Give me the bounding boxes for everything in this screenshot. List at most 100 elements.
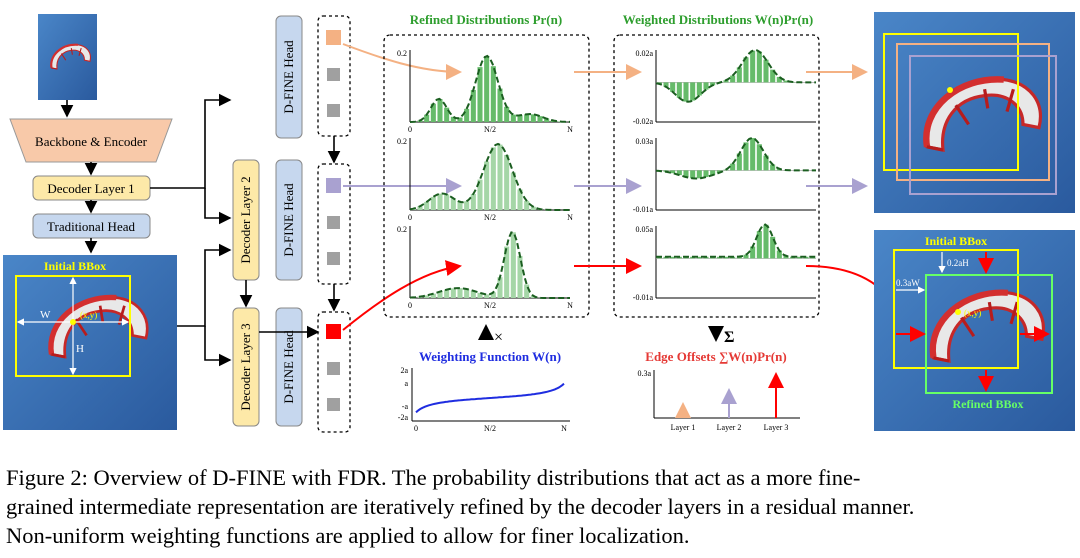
dist-bar: [703, 170, 709, 178]
dist-bar: [763, 155, 769, 171]
dist-curve: [655, 48, 816, 103]
wf-xtick-0: 0: [414, 424, 418, 433]
decoder-layer-2: Decoder Layer 2: [232, 159, 260, 281]
y-tick-bottom: -0.02a: [633, 117, 654, 126]
dist-bar: [504, 154, 510, 210]
layer2-label: Layer 2: [717, 423, 742, 432]
x-tick: N/2: [484, 213, 496, 222]
dist-bar: [756, 144, 762, 171]
x-tick: 0: [408, 301, 412, 310]
dist-bar: [770, 164, 776, 171]
weighting-function-chart: 2a a -a -2a 0 N/2 N: [398, 366, 570, 433]
dist-bar: [430, 196, 436, 210]
dist-bar: [477, 179, 483, 210]
iterative-output-image: [874, 12, 1075, 213]
dist-bar: [690, 170, 696, 179]
x-tick: N/2: [484, 125, 496, 134]
y-tick-top: 0.02a: [635, 49, 653, 58]
chart-row-3: 0.05a -0.01a: [633, 223, 816, 302]
caption-line-3: Non-uniform weighting functions are appl…: [6, 523, 690, 548]
token-column-3: [317, 311, 351, 433]
dist-bar: [736, 67, 742, 83]
weighted-distribution-charts: 0.02a -0.02a 0.03a -0.01a 0.05a -0.01a: [633, 48, 816, 302]
dist-bar: [710, 170, 716, 176]
dist-bar: [730, 75, 736, 83]
dfine-head-2: D-FINE Head: [275, 159, 303, 281]
dfine-head-3-label: D-FINE Head: [281, 330, 296, 404]
dw-label: 0.3aW: [896, 278, 920, 288]
dist-bar: [430, 103, 436, 122]
dist-bar: [444, 107, 450, 122]
wf-xtick-n: N: [561, 424, 567, 433]
dist-bar: [670, 82, 676, 92]
dist-bar: [490, 292, 496, 298]
dist-bar: [796, 256, 802, 259]
dist-bar: [450, 288, 456, 298]
dist-bar: [464, 108, 470, 122]
dist-bar: [750, 50, 756, 83]
dist-bar: [716, 170, 722, 173]
dist-bar: [477, 67, 483, 122]
dist-bar: [470, 193, 476, 210]
dist-bar: [437, 193, 443, 210]
x-tick: N/2: [484, 301, 496, 310]
figure-caption: Figure 2: Overview of D-FINE with FDR. T…: [6, 463, 1074, 550]
dist-bar: [743, 57, 749, 83]
dist-bar: [437, 291, 443, 298]
layer3-label: Layer 3: [764, 423, 789, 432]
dist-bar: [537, 116, 543, 122]
dist-bar: [723, 256, 729, 259]
dfine-head-1: D-FINE Head: [275, 15, 303, 139]
weighted-panel-frame: [613, 34, 820, 318]
dfine-head-1-label: D-FINE Head: [281, 40, 296, 114]
wf-ytick-a: a: [404, 379, 408, 388]
chart-row-3: 0.2 0 N/2 N: [397, 225, 573, 310]
output-refined-bbox-label: Refined BBox: [952, 397, 1023, 411]
refined-panel-frame: [383, 34, 590, 318]
dfine-head-3: D-FINE Head: [275, 307, 303, 427]
dist-bar: [457, 201, 463, 210]
y-tick-top: 0.05a: [635, 225, 653, 234]
dist-bar: [444, 289, 450, 298]
dist-bar: [763, 59, 769, 83]
dist-bar: [497, 144, 503, 210]
initial-bbox-image: Initial BBox W H (x,y): [3, 255, 177, 430]
dist-bar: [776, 250, 782, 259]
decoder-layer-2-label: Decoder Layer 2: [238, 176, 253, 263]
dist-bar: [736, 153, 742, 171]
dist-bar: [530, 206, 536, 210]
y-tick-top: 0.03a: [635, 137, 653, 146]
dist-bar: [783, 255, 789, 259]
dist-bar: [683, 82, 689, 102]
edge-offsets-chart: 0.3a Layer 1 Layer 2 Layer 3: [637, 369, 800, 432]
decoder-layer-1: Decoder Layer 1: [32, 175, 151, 201]
dist-bar: [743, 142, 749, 171]
dist-bar: [470, 290, 476, 298]
dist-bar: [703, 82, 709, 90]
dist-bar: [450, 198, 456, 210]
dist-bar: [477, 292, 483, 298]
y-tick-top: 0.2: [397, 49, 407, 58]
dist-bar: [696, 256, 702, 259]
chart-row-1: 0.2 0 N/2 N: [397, 49, 573, 134]
dist-bar: [770, 236, 776, 259]
dist-curve: [656, 223, 816, 258]
height-label: H: [76, 343, 84, 355]
dist-curve: [409, 54, 570, 123]
dist-bar: [464, 201, 470, 210]
dist-bar: [730, 163, 736, 171]
dist-bar: [776, 76, 782, 83]
dist-bar: [457, 117, 463, 122]
dist-bar: [710, 82, 716, 86]
dist-bar: [663, 82, 669, 87]
dist-bar: [783, 80, 789, 83]
wf-ytick-2a: 2a: [400, 366, 408, 375]
dist-bar: [670, 170, 676, 174]
dist-bar: [504, 246, 510, 298]
dist-bar: [444, 194, 450, 210]
weighting-function-title: Weighting Function W(n): [419, 349, 561, 364]
y-tick-top: 0.2: [397, 137, 407, 146]
dist-bar: [490, 66, 496, 122]
dist-bar: [696, 170, 702, 179]
dist-bar: [484, 55, 490, 122]
